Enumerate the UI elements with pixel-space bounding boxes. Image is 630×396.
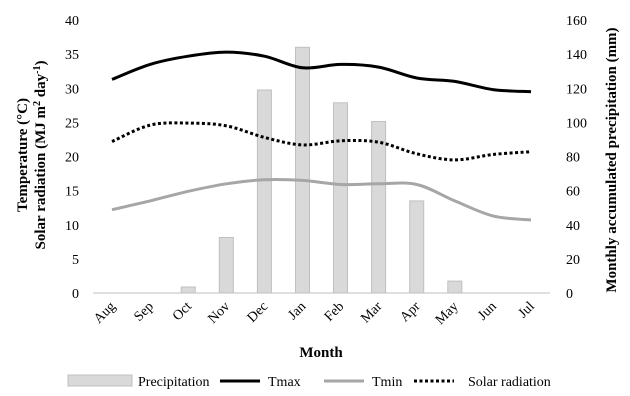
line-tmax — [111, 50, 532, 94]
right-tick-label: 40 — [566, 219, 580, 234]
bar-oct — [180, 286, 196, 294]
left-axis-title-sup1: 2 — [32, 101, 43, 106]
line-solar-radiation — [111, 121, 532, 162]
left-tick-label: 10 — [65, 219, 79, 234]
left-axis-title-line1: Temperature (°C) — [15, 98, 31, 212]
left-axis-title-line2: Solar radiation (MJ m2 day-1) — [32, 61, 49, 250]
right-tick-label: 20 — [566, 253, 580, 268]
x-tick-label: Jan — [286, 299, 310, 323]
x-tick-label: Mar — [358, 299, 385, 326]
bar-jan — [295, 46, 310, 294]
right-tick-label: 100 — [566, 116, 587, 131]
left-axis-title-sup2: -1 — [32, 66, 43, 74]
x-tick-label: Dec — [245, 299, 272, 326]
bar-feb — [333, 102, 348, 294]
left-y-ticks: 0 5 10 15 20 25 30 35 40 — [65, 14, 79, 302]
precipitation-bars — [180, 46, 463, 294]
legend-label-tmax: Tmax — [268, 375, 301, 390]
left-tick-label: 15 — [65, 185, 79, 200]
bar-apr — [409, 200, 425, 294]
right-axis-title: Monthly accumulated precipitation (mm) — [604, 27, 620, 292]
right-tick-label: 80 — [566, 151, 580, 166]
left-tick-label: 35 — [65, 48, 79, 63]
x-tick-label: Apr — [398, 299, 424, 325]
legend-label-solar-radiation: Solar radiation — [468, 375, 551, 390]
left-tick-label: 40 — [65, 14, 79, 29]
x-tick-label: Jun — [475, 299, 499, 323]
x-tick-label: Sep — [131, 299, 156, 324]
right-tick-label: 160 — [566, 14, 587, 29]
right-tick-label: 120 — [566, 82, 587, 97]
left-tick-label: 30 — [65, 82, 79, 97]
x-axis-title: Month — [299, 345, 343, 361]
bar-mar — [371, 121, 387, 294]
left-axis-title-suffix: ) — [33, 61, 49, 66]
bar-nov — [218, 237, 234, 294]
temperature-lines — [111, 50, 532, 222]
right-tick-label: 60 — [566, 185, 580, 200]
x-tick-label: Nov — [205, 299, 233, 327]
bar-may — [447, 280, 463, 294]
left-tick-label: 5 — [72, 253, 79, 268]
left-tick-label: 25 — [65, 116, 79, 131]
left-tick-label: 0 — [72, 287, 79, 302]
x-tick-label: Oct — [170, 299, 195, 324]
left-axis-title-prefix: Solar radiation (MJ m — [33, 105, 49, 249]
right-tick-label: 140 — [566, 48, 587, 63]
x-tick-label: May — [433, 299, 462, 328]
right-tick-label: 0 — [566, 287, 573, 302]
legend: Precipitation Tmax Tmin Solar radiation — [67, 374, 551, 390]
x-tick-label: Feb — [322, 299, 347, 324]
line-tmin — [111, 177, 532, 222]
legend-swatch-precipitation — [67, 374, 133, 387]
left-axis-title-mid: day — [33, 73, 49, 101]
x-tick-label: Aug — [91, 299, 119, 327]
right-y-ticks: 0 20 40 60 80 100 120 140 160 — [566, 14, 587, 302]
left-tick-label: 20 — [65, 151, 79, 166]
x-ticks: Aug Sep Oct Nov Dec Jan Feb Mar Apr May Jun Jul — [91, 299, 538, 328]
x-tick-label: Jul — [516, 299, 538, 321]
legend-label-tmin: Tmin — [372, 375, 402, 390]
bar-dec — [256, 89, 272, 294]
legend-label-precipitation: Precipitation — [138, 375, 210, 390]
